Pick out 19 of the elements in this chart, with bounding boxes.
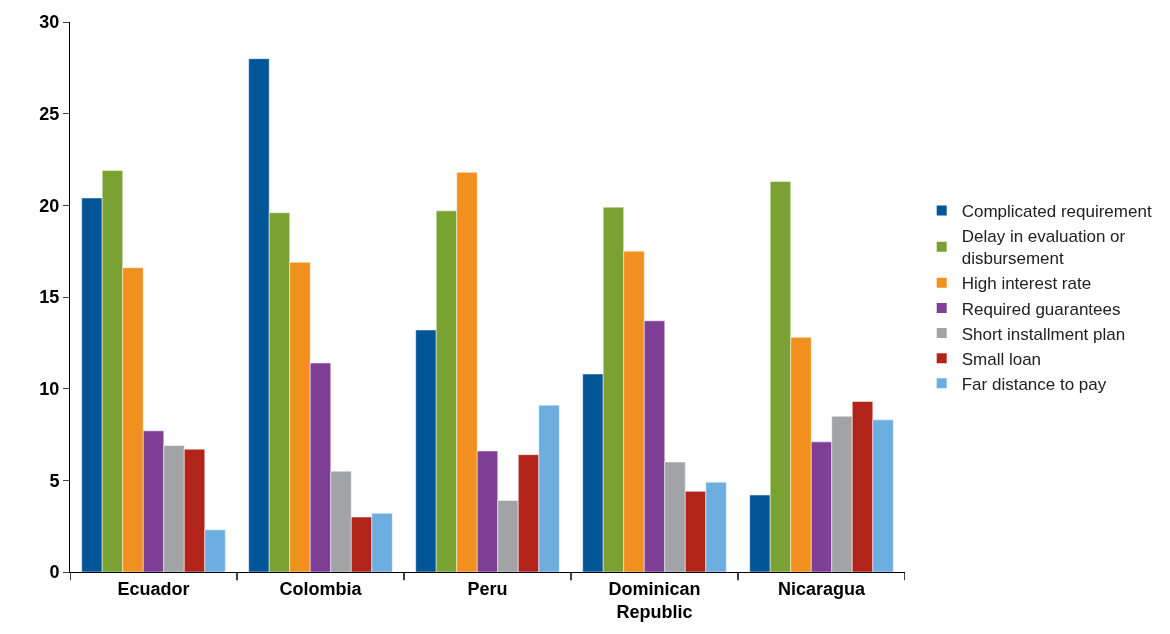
legend-label: Delay in evaluation or disbursement [961, 227, 1126, 269]
legend-label: Required guarantees [961, 299, 1121, 319]
y-tick-label: 25 [39, 103, 60, 124]
y-tick-label: 30 [39, 12, 60, 33]
legend-label: Complicated requirement [961, 202, 1152, 222]
legend-label: Far distance to pay [961, 374, 1107, 394]
x-tick-label: Dominican Republic [608, 578, 701, 622]
legend-label: Small loan [961, 349, 1042, 369]
legend-label: High interest rate [961, 274, 1092, 294]
y-tick-label: 5 [49, 470, 60, 491]
legend-label: Short installment plan [961, 324, 1126, 344]
x-tick-label: Nicaragua [777, 578, 866, 599]
y-tick-label: 15 [39, 287, 60, 308]
x-tick-label: Ecuador [117, 578, 190, 599]
y-tick-label: 0 [49, 562, 60, 583]
y-tick-label: 20 [39, 195, 60, 216]
y-tick-label: 10 [39, 378, 60, 399]
x-tick-label: Peru [467, 578, 508, 599]
x-tick-label: Colombia [279, 578, 363, 599]
